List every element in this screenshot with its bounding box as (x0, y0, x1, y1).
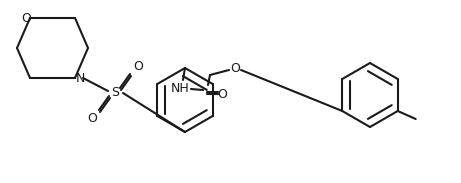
Text: NH: NH (171, 81, 189, 94)
Text: O: O (21, 12, 31, 25)
Text: O: O (87, 113, 97, 126)
Text: O: O (217, 89, 227, 102)
Text: O: O (230, 61, 240, 74)
Text: O: O (133, 61, 143, 74)
Text: N: N (75, 72, 85, 85)
Text: S: S (111, 87, 119, 100)
